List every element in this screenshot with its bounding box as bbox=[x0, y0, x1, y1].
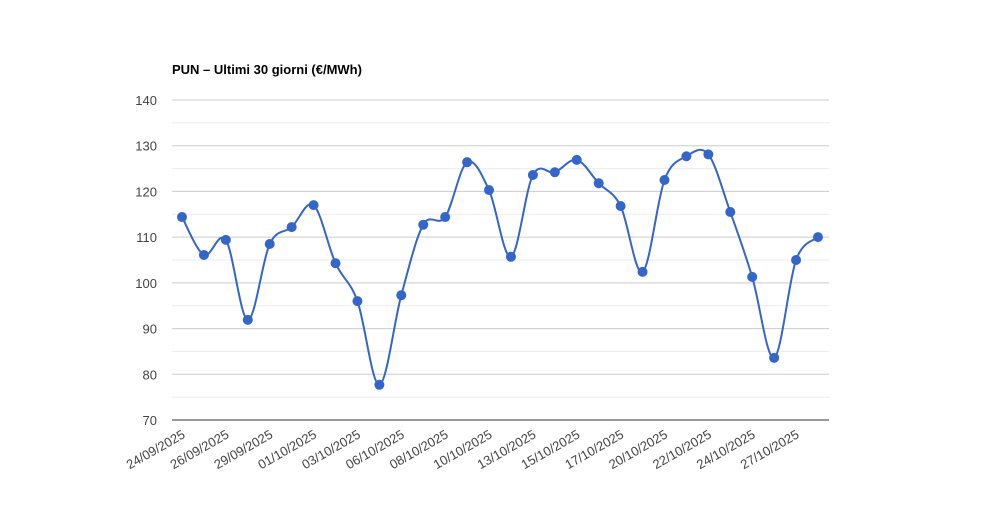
point bbox=[571, 154, 582, 165]
chart-title: PUN – Ultimi 30 giorni (€/MWh) bbox=[172, 62, 362, 77]
y-tick-label: 140 bbox=[135, 93, 157, 108]
point bbox=[440, 212, 451, 223]
point bbox=[352, 296, 363, 307]
point bbox=[813, 232, 823, 243]
y-tick-label: 90 bbox=[143, 322, 157, 337]
point bbox=[615, 201, 626, 212]
y-tick-label: 130 bbox=[135, 139, 157, 154]
point bbox=[330, 258, 341, 269]
point bbox=[177, 212, 187, 223]
y-tick-label: 120 bbox=[135, 184, 157, 199]
y-tick-label: 80 bbox=[143, 367, 157, 382]
point bbox=[462, 157, 473, 168]
point bbox=[725, 207, 736, 217]
point bbox=[747, 271, 758, 282]
point bbox=[703, 149, 714, 160]
point bbox=[198, 249, 209, 260]
point bbox=[286, 222, 297, 233]
point bbox=[549, 167, 560, 178]
point bbox=[220, 234, 231, 245]
y-tick-label: 70 bbox=[143, 413, 157, 428]
point bbox=[264, 239, 275, 249]
point bbox=[396, 290, 407, 301]
point bbox=[242, 314, 253, 325]
point bbox=[308, 200, 319, 211]
point bbox=[681, 151, 692, 162]
point bbox=[659, 175, 670, 185]
point bbox=[418, 219, 429, 230]
y-tick-label: 100 bbox=[135, 276, 157, 291]
point bbox=[527, 169, 538, 180]
point bbox=[484, 185, 495, 196]
point bbox=[374, 379, 385, 390]
point bbox=[505, 251, 516, 262]
point bbox=[637, 266, 648, 277]
point bbox=[593, 178, 604, 189]
point bbox=[791, 255, 802, 265]
point bbox=[769, 352, 780, 363]
y-tick-label: 110 bbox=[136, 230, 157, 245]
